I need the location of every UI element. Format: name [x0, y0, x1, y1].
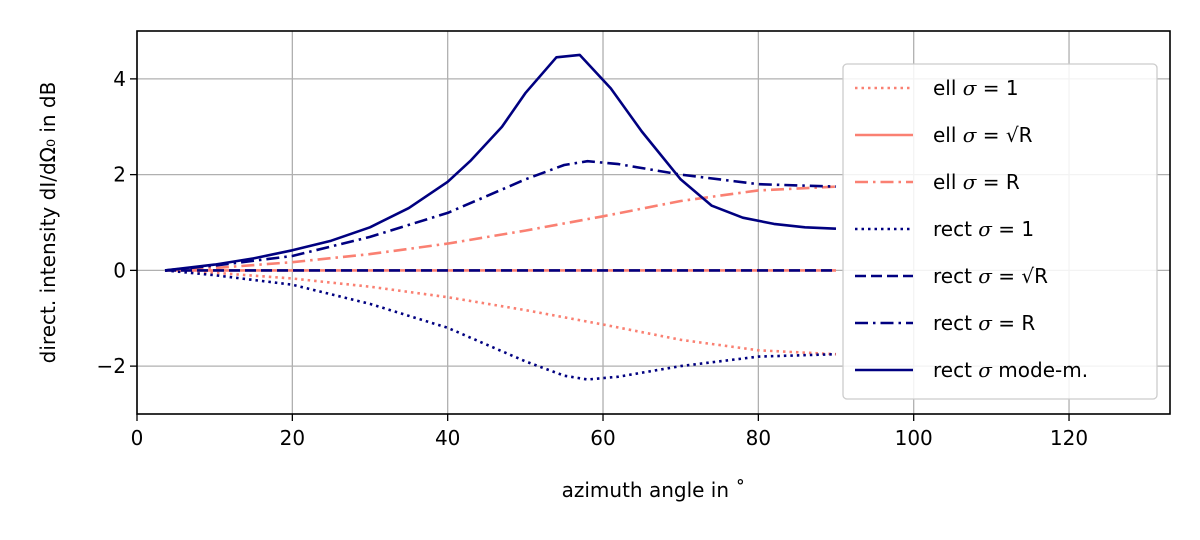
- x-tick-label: 60: [590, 426, 615, 450]
- series-line: [164, 53, 837, 272]
- legend-label: rect σ = √R: [933, 264, 1048, 288]
- y-tick-label: 0: [113, 258, 126, 282]
- legend-label: rect σ mode-m.: [933, 358, 1088, 382]
- x-tick-label: 40: [435, 426, 460, 450]
- legend-label: ell σ = √R: [933, 123, 1033, 147]
- legend-label: ell σ = 1: [933, 76, 1019, 100]
- y-tick-label: −2: [97, 354, 126, 378]
- series-line: [164, 159, 837, 272]
- x-tick-label: 120: [1050, 426, 1088, 450]
- x-axis-label: azimuth angle in ˚: [562, 478, 746, 502]
- series-line: [164, 269, 837, 356]
- x-tick-label: 0: [131, 426, 144, 450]
- legend-label: ell σ = R: [933, 170, 1020, 194]
- legend-label: rect σ = R: [933, 311, 1035, 335]
- series-line: [164, 185, 837, 272]
- axis-ticks: 0 20 40 60 80 100 120 −2 0 2 4: [97, 67, 1089, 450]
- plot-frame: [136, 30, 1171, 415]
- plot-series: [164, 53, 837, 381]
- legend-box: [842, 63, 1158, 400]
- x-tick-label: 80: [746, 426, 771, 450]
- legend-label: rect σ = 1: [933, 217, 1034, 241]
- x-tick-label: 100: [895, 426, 933, 450]
- series-line: [164, 269, 837, 381]
- y-tick-label: 4: [113, 67, 126, 91]
- y-tick-label: 2: [113, 163, 126, 187]
- x-tick-label: 20: [280, 426, 305, 450]
- legend: ell σ = 1 ell σ = √R ell σ = R rect σ = 1 re…: [842, 63, 1158, 400]
- y-axis-label: direct. intensity dI/dΩ₀ in dB: [36, 82, 60, 364]
